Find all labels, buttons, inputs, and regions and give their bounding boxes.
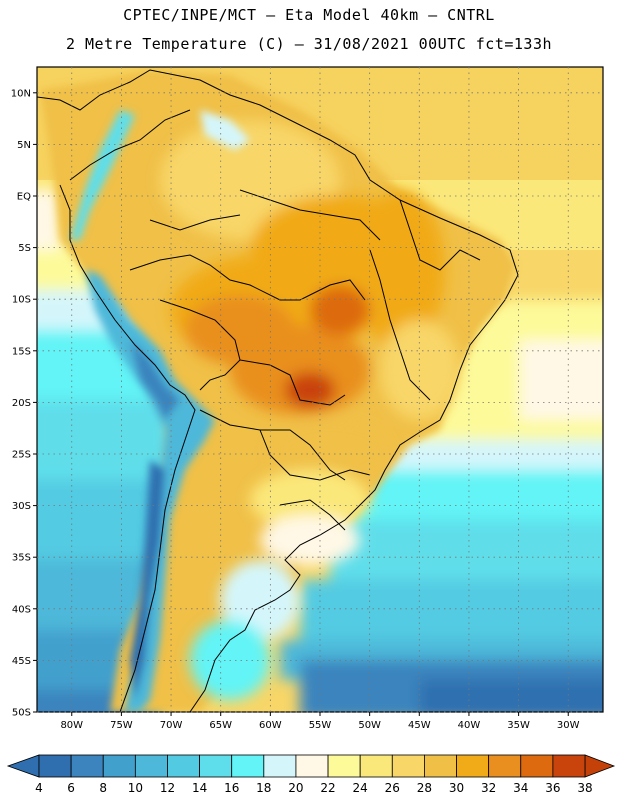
temperature-field: [37, 67, 603, 712]
lon-label: 60W: [259, 720, 282, 731]
legend-tick-label: 4: [35, 781, 43, 795]
lat-label: EQ: [17, 192, 31, 203]
legend-tick-label: 38: [577, 781, 592, 795]
legend-swatch: [102, 754, 136, 778]
lat-label: 10N: [11, 88, 31, 99]
legend-swatch: [38, 754, 72, 778]
legend-tick-label: 30: [449, 781, 464, 795]
lon-label: 80W: [60, 720, 83, 731]
lon-label: 70W: [160, 720, 183, 731]
legend-swatch: [263, 754, 297, 778]
lon-label: 30W: [557, 720, 580, 731]
legend-swatch: [231, 754, 265, 778]
lon-label: 55W: [309, 720, 332, 731]
lon-label: 65W: [209, 720, 232, 731]
legend-tick-label: 18: [256, 781, 271, 795]
legend-tick-label: 12: [160, 781, 175, 795]
lat-label: 10S: [12, 295, 31, 306]
legend-swatch: [424, 754, 457, 778]
legend-tick-label: 34: [513, 781, 528, 795]
legend-tick-label: 8: [99, 781, 107, 795]
legend-tick-label: 16: [224, 781, 239, 795]
lat-label: 20S: [12, 398, 31, 409]
lat-label: 30S: [12, 501, 31, 512]
color-legend: 4 6 8 10 12 14 16 18 20 22 24 26 28 30 32 34 36 38: [6, 754, 616, 795]
map-subtitle: 2 Metre Temperature (C) – 31/08/2021 00U…: [65, 35, 553, 53]
legend-tick-label: 26: [385, 781, 400, 795]
legend-swatch: [70, 754, 104, 778]
legend-tick-label: 10: [128, 781, 143, 795]
legend-swatch: [327, 754, 361, 778]
legend-tick-label: 36: [545, 781, 560, 795]
legend-low-arrow: [6, 754, 40, 778]
legend-tick-label: 32: [481, 781, 496, 795]
legend-swatch: [134, 754, 168, 778]
lon-label: 75W: [110, 720, 133, 731]
lat-label: 15S: [12, 346, 31, 357]
legend-tick-label: 24: [353, 781, 368, 795]
lon-label: 35W: [507, 720, 530, 731]
graticule: [33, 67, 603, 716]
legend-high-arrow: [584, 754, 616, 778]
legend-swatch: [456, 754, 490, 778]
legend-swatch: [520, 754, 554, 778]
lat-label: 25S: [12, 450, 31, 461]
lon-label: 45W: [408, 720, 431, 731]
legend-swatch: [295, 754, 329, 778]
coastline-borders: [37, 69, 519, 712]
legend-swatch: [391, 754, 425, 778]
lat-label: 50S: [12, 708, 31, 719]
legend-tick-label: 6: [67, 781, 75, 795]
legend-tick-label: 22: [320, 781, 335, 795]
legend-tick-label: 20: [288, 781, 303, 795]
legend-tick-label: 28: [417, 781, 432, 795]
legend-swatch: [552, 754, 586, 778]
latitude-labels: 10N 5N EQ 5S 10S 15S 20S 25S 30S 35S 40S 45S 50S: [11, 88, 31, 718]
lat-label: 35S: [12, 553, 31, 564]
lon-label: 40W: [458, 720, 481, 731]
lat-label: 40S: [12, 604, 31, 615]
lat-label: 5S: [18, 243, 31, 254]
lat-label: 45S: [12, 656, 31, 667]
legend-tick-label: 14: [192, 781, 207, 795]
legend-swatch: [488, 754, 522, 778]
legend-swatch: [167, 754, 200, 778]
lon-label: 50W: [358, 720, 381, 731]
lat-label: 5N: [17, 140, 31, 151]
longitude-labels: 80W 75W 70W 65W 60W 55W 50W 45W 40W 35W 30W: [60, 720, 579, 731]
legend-swatch: [199, 754, 233, 778]
map-title: CPTEC/INPE/MCT – Eta Model 40km – CNTRL: [123, 6, 495, 24]
legend-swatch: [359, 754, 393, 778]
